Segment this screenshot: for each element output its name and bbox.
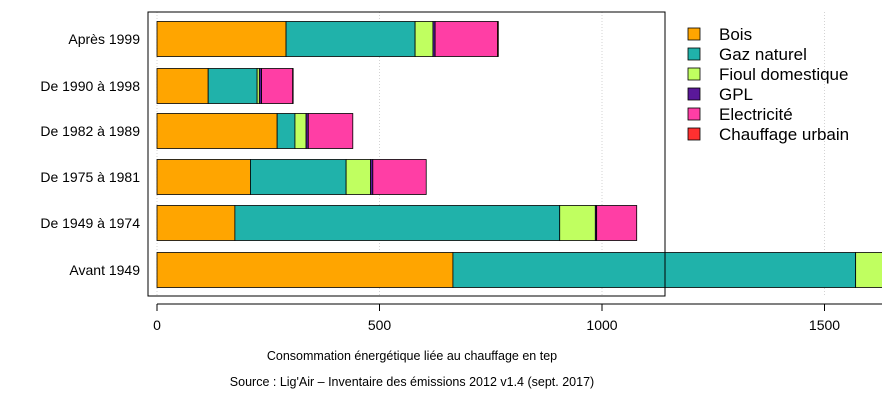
bar-segment-3-2 bbox=[346, 160, 370, 195]
category-label-1: De 1990 à 1998 bbox=[40, 78, 140, 94]
bar-segment-0-1 bbox=[286, 22, 415, 57]
x-tick-label-3: 1500 bbox=[809, 317, 840, 333]
x-tick-label-2: 1000 bbox=[586, 317, 617, 333]
bar-segment-4-1 bbox=[235, 206, 560, 241]
legend-swatch-4 bbox=[688, 108, 700, 120]
bar-segment-2-4 bbox=[308, 114, 353, 149]
bar-segment-5-0 bbox=[157, 253, 453, 288]
bar-segment-2-0 bbox=[157, 114, 277, 149]
legend-label-4: Electricité bbox=[719, 105, 793, 124]
category-labels: Après 1999 De 1990 à 1998 De 1982 à 1989 De… bbox=[40, 31, 140, 278]
legend-swatch-5 bbox=[688, 128, 700, 140]
bar-segment-4-4 bbox=[597, 206, 637, 241]
legend-label-3: GPL bbox=[719, 85, 753, 104]
x-tick-label-1: 500 bbox=[368, 317, 392, 333]
bar-segment-3-1 bbox=[250, 160, 346, 195]
legend-label-0: Bois bbox=[719, 25, 752, 44]
legend-swatch-0 bbox=[688, 28, 700, 40]
legend-swatch-1 bbox=[688, 48, 700, 60]
x-tick-label-0: 0 bbox=[153, 317, 161, 333]
bar-segment-0-5 bbox=[497, 22, 498, 57]
bar-segment-3-0 bbox=[157, 160, 250, 195]
bar-segment-0-2 bbox=[415, 22, 433, 57]
source-note: Source : Lig'Air – Inventaire des émissi… bbox=[230, 375, 594, 389]
category-label-2: De 1982 à 1989 bbox=[40, 123, 140, 139]
bar-segment-3-4 bbox=[373, 160, 426, 195]
bar-segment-1-4 bbox=[262, 69, 293, 104]
bar-segment-1-1 bbox=[208, 69, 257, 104]
x-axis-title: Consommation énergétique liée au chauffa… bbox=[267, 349, 557, 363]
legend-swatch-2 bbox=[688, 68, 700, 80]
category-label-0: Après 1999 bbox=[68, 31, 140, 47]
bar-segment-0-0 bbox=[157, 22, 286, 57]
bar-segment-4-2 bbox=[560, 206, 596, 241]
legend-label-2: Fioul domestique bbox=[719, 65, 848, 84]
category-label-4: De 1949 à 1974 bbox=[40, 215, 140, 231]
legend-label-1: Gaz naturel bbox=[719, 45, 807, 64]
bar-segment-5-1 bbox=[453, 253, 856, 288]
bar-segment-4-0 bbox=[157, 206, 235, 241]
category-label-5: Avant 1949 bbox=[69, 262, 140, 278]
bar-segment-5-2 bbox=[856, 253, 882, 288]
bar-segment-2-2 bbox=[295, 114, 306, 149]
bar-segment-0-4 bbox=[435, 22, 497, 57]
category-label-3: De 1975 à 1981 bbox=[40, 169, 140, 185]
legend-label-5: Chauffage urbain bbox=[719, 125, 849, 144]
bar-segment-2-1 bbox=[277, 114, 295, 149]
x-axis: 0500100015002000 bbox=[153, 304, 882, 333]
legend-swatch-3 bbox=[688, 88, 700, 100]
bar-segment-1-0 bbox=[157, 69, 208, 104]
